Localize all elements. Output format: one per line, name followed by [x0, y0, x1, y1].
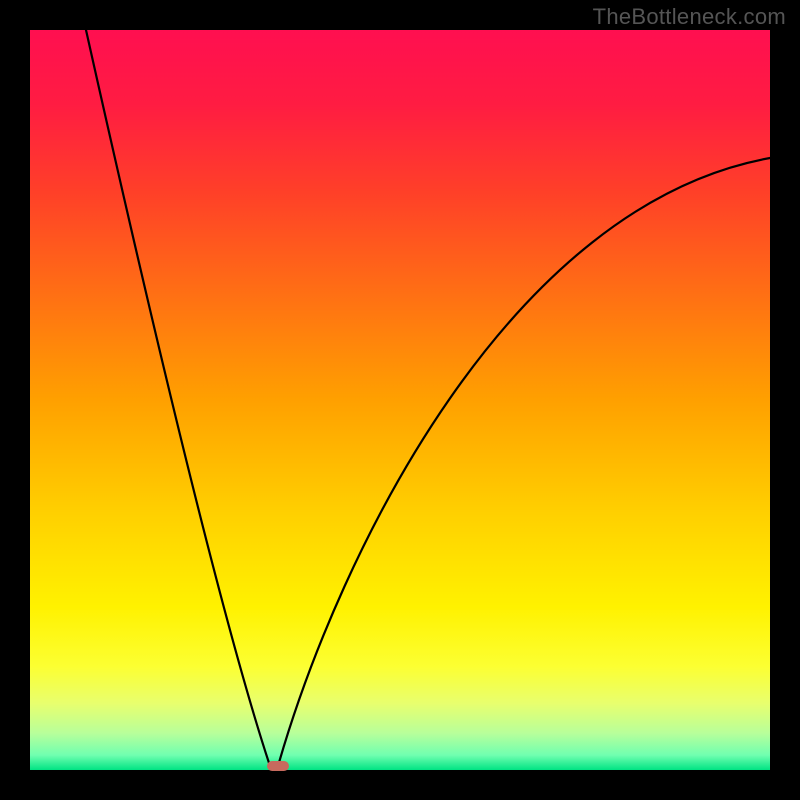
chart-container: TheBottleneck.com	[0, 0, 800, 800]
plot-background	[30, 30, 770, 770]
optimal-point-marker	[267, 761, 289, 771]
watermark-label: TheBottleneck.com	[593, 4, 786, 30]
bottleneck-chart	[0, 0, 800, 800]
